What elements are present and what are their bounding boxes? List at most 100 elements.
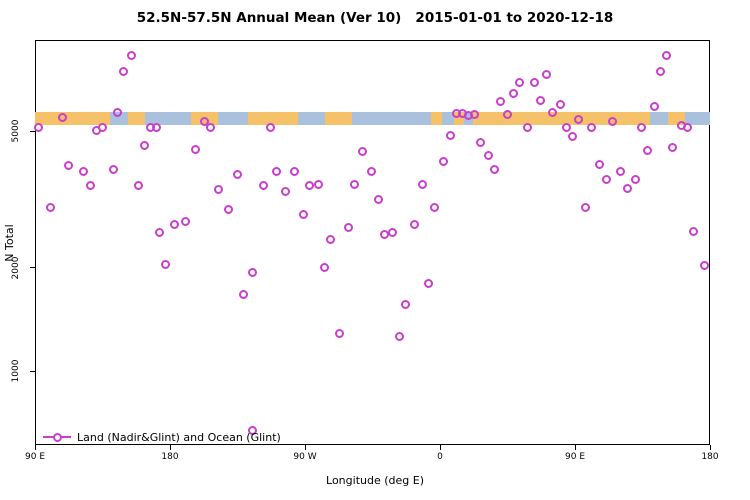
data-point <box>522 123 532 133</box>
data-point <box>152 123 161 133</box>
data-point <box>642 146 652 156</box>
data-point <box>344 223 353 233</box>
x-axis-tick <box>709 445 711 450</box>
data-point <box>63 161 73 171</box>
data-point <box>191 145 200 155</box>
data-point <box>656 67 665 77</box>
data-point <box>423 279 433 289</box>
data-point <box>689 226 698 236</box>
data-point <box>57 113 67 123</box>
data-point <box>170 220 179 230</box>
data-point <box>366 167 376 177</box>
x-axis-tick <box>574 445 576 450</box>
data-point <box>401 300 410 310</box>
x-axis-tick-label: 180 <box>161 452 179 462</box>
y-axis-tick <box>30 130 35 132</box>
legend: Land (Nadir&Glint) and Ocean (Glint) <box>43 428 281 446</box>
data-point <box>200 117 209 127</box>
data-point <box>636 123 646 133</box>
legend-label: Land (Nadir&Glint) and Ocean (Glint) <box>77 430 281 444</box>
data-point <box>581 203 590 213</box>
land-ocean-band-segment-ocean <box>650 112 668 126</box>
data-point <box>429 203 439 213</box>
land-ocean-band-segment-land <box>35 112 110 126</box>
data-point <box>134 181 143 191</box>
data-point <box>281 187 290 197</box>
data-point <box>668 143 677 153</box>
land-ocean-band-segment-ocean <box>144 112 191 126</box>
data-point <box>417 180 427 190</box>
plot-border <box>35 40 710 445</box>
y-axis-tick-label: 5000 <box>11 119 21 143</box>
data-point <box>699 261 709 271</box>
data-point <box>248 268 257 278</box>
y-axis-tick-label: 1000 <box>11 359 21 383</box>
x-axis-tick-label: 180 <box>701 452 719 462</box>
data-point <box>489 165 499 175</box>
data-point <box>662 51 671 61</box>
data-point <box>509 89 518 99</box>
x-axis-tick-label: 90 E <box>565 452 585 462</box>
y-axis-label: N Total <box>3 224 16 262</box>
data-point <box>387 227 397 237</box>
land-ocean-band-segment-land <box>324 112 352 126</box>
data-point <box>483 151 493 161</box>
legend-circle-marker-icon <box>53 432 62 442</box>
data-point <box>536 95 545 105</box>
legend-line-marker-icon <box>43 432 71 442</box>
x-axis-tick-label: 0 <box>437 452 443 462</box>
data-point <box>395 332 404 342</box>
y-axis-tick <box>30 370 35 372</box>
data-point <box>515 78 524 88</box>
land-ocean-band-segment-ocean <box>441 112 454 126</box>
x-axis-label: Longitude (deg E) <box>326 474 424 487</box>
data-point <box>305 181 314 191</box>
data-point <box>239 290 248 300</box>
data-point <box>258 181 268 191</box>
x-axis-tick <box>304 445 306 450</box>
data-point <box>438 157 448 167</box>
data-point <box>446 131 455 141</box>
data-point <box>495 97 505 107</box>
data-point <box>299 210 308 220</box>
data-point <box>650 102 659 112</box>
data-point <box>602 175 611 185</box>
data-point <box>113 108 122 118</box>
data-point <box>615 167 625 177</box>
land-ocean-band-segment-land <box>431 112 442 126</box>
data-point <box>206 123 215 133</box>
y-axis-tick <box>30 267 35 269</box>
data-point <box>320 263 329 273</box>
data-point <box>410 220 419 230</box>
data-point <box>630 175 640 185</box>
x-axis-tick <box>169 445 171 450</box>
data-point <box>548 108 557 118</box>
data-point <box>683 123 692 133</box>
data-point <box>213 185 223 195</box>
data-point <box>374 195 383 205</box>
data-point <box>86 181 95 191</box>
data-point <box>290 166 299 176</box>
land-ocean-band-segment-land <box>473 112 650 126</box>
data-point <box>567 132 577 142</box>
data-point <box>561 123 571 133</box>
data-point <box>155 227 164 237</box>
data-point <box>594 160 604 170</box>
data-point <box>78 167 88 177</box>
data-point <box>140 141 149 151</box>
data-point <box>350 180 359 190</box>
data-point <box>530 78 539 88</box>
data-point <box>573 115 583 125</box>
data-point <box>503 110 512 120</box>
data-point <box>357 147 367 157</box>
data-point <box>161 260 170 270</box>
land-ocean-band-segment-ocean <box>297 112 325 126</box>
data-point <box>45 203 55 213</box>
land-ocean-band-segment-land <box>453 112 464 126</box>
data-point <box>272 166 281 176</box>
data-point <box>476 138 485 148</box>
data-point <box>623 184 632 194</box>
data-point <box>470 110 479 120</box>
